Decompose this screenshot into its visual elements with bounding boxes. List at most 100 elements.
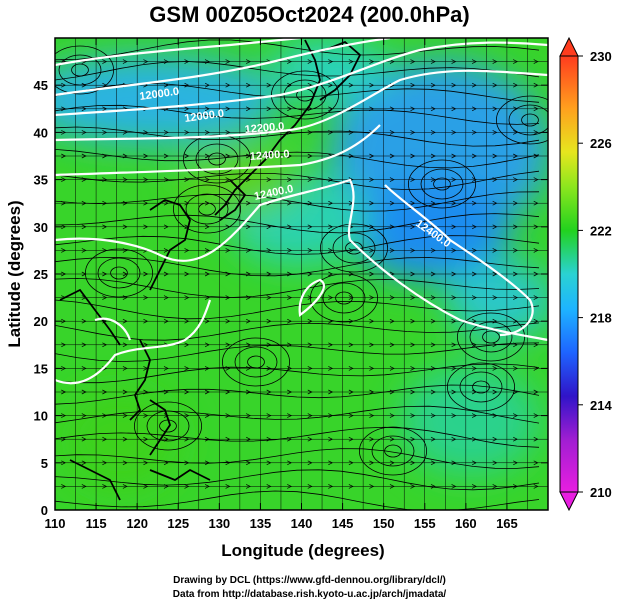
wind-arrow [225,106,231,112]
wind-arrow [430,153,436,159]
wind-arrow [451,460,457,466]
wind-arrow [245,59,251,64]
x-tick-label: 155 [414,516,436,531]
wind-arrow [122,224,128,230]
wind-arrow [410,82,416,88]
streamline-eddy [332,232,376,264]
streamline-eddy [384,444,402,458]
wind-arrow [81,413,87,418]
y-tick-label: 15 [34,361,48,376]
wind-arrow [287,413,293,418]
wind-arrow [451,248,457,253]
wind-arrow [225,366,231,371]
wind-arrow [163,484,169,489]
wind-arrow [533,248,539,253]
wind-arrow [471,248,477,253]
wind-arrow [533,436,539,442]
streamline-eddy [110,266,128,280]
streamline-eddy [172,184,241,234]
wind-arrow [513,484,518,489]
wind-arrow [266,389,272,395]
wind-arrow [61,177,67,182]
wind-arrow [184,413,190,418]
wind-arrow [410,413,416,418]
wind-arrow [287,436,293,442]
height-contours [55,38,548,385]
wind-arrow [471,59,477,64]
wind-arrow [184,106,190,112]
wind-arrow [533,224,539,230]
wind-arrow [451,82,457,88]
x-tick-label: 145 [332,516,354,531]
streamline [55,490,540,510]
contour-label: 12000.0 [139,86,180,103]
wind-arrow [328,82,334,88]
wind-arrow [122,366,128,371]
wind-arrow [533,295,539,300]
wind-arrow [389,342,395,348]
x-tick-label: 120 [126,516,148,531]
wind-arrow [266,484,272,489]
wind-arrow [184,59,190,64]
streamline-eddy [270,70,339,120]
wind-arrow [287,318,293,324]
wind-arrow [245,342,251,348]
streamline-eddy [345,241,363,255]
wind-arrow [513,59,518,64]
wind-arrow [143,271,149,277]
streamline [55,213,540,234]
temperature-field: 12000.012000.012200.012400.012400.012400… [55,38,548,510]
wind-arrow [122,153,128,159]
wind-arrow [471,460,477,466]
wind-arrow [348,59,354,64]
wind-arrow [204,318,210,324]
wind-arrow [451,342,457,348]
wind-arrow [471,342,477,348]
wind-arrow [307,224,313,230]
wind-arrow [513,200,518,206]
wind-arrow [184,342,190,348]
wind-arrow [533,106,539,112]
wind-arrow [204,389,210,395]
wind-arrow [81,436,87,442]
wind-arrow [81,460,87,466]
wind-arrow [122,130,128,135]
streamline-eddy [58,54,102,86]
wind-arrow [389,224,395,230]
wind-arrow [225,318,231,324]
wind-arrow [348,342,354,348]
wind-arrow [225,295,231,300]
wind-arrow [143,224,149,230]
wind-arrow [410,460,416,466]
wind-arrow [102,413,108,418]
wind-arrow [369,82,375,88]
wind-arrow [122,460,128,466]
colorbar-tick-label: 210 [590,485,612,500]
wind-arrow [184,389,190,395]
wind-arrow [61,366,67,371]
wind-arrow [81,389,87,395]
wind-arrow [430,248,436,253]
streamline-eddy [469,321,513,353]
wind-arrow [287,366,293,371]
wind-arrow [204,106,210,112]
wind-arrow [328,436,334,442]
wind-arrow [328,366,334,371]
colorbar-top-arrow [559,36,579,57]
wind-arrow [369,248,375,253]
wind-arrow [163,224,169,230]
wind-arrow [245,318,251,324]
wind-arrow [410,484,416,489]
wind-arrow [451,436,457,442]
wind-arrow [287,484,293,489]
wind-arrow [430,366,436,371]
wind-arrow [451,200,457,206]
wind-arrow [163,177,169,182]
wind-arrow [492,389,498,395]
wind-arrow [328,200,334,206]
wind-arrow [369,389,375,395]
wind-arrow [266,295,272,300]
wind-arrow [266,224,272,230]
wind-arrow [328,484,334,489]
wind-arrow [61,436,67,442]
